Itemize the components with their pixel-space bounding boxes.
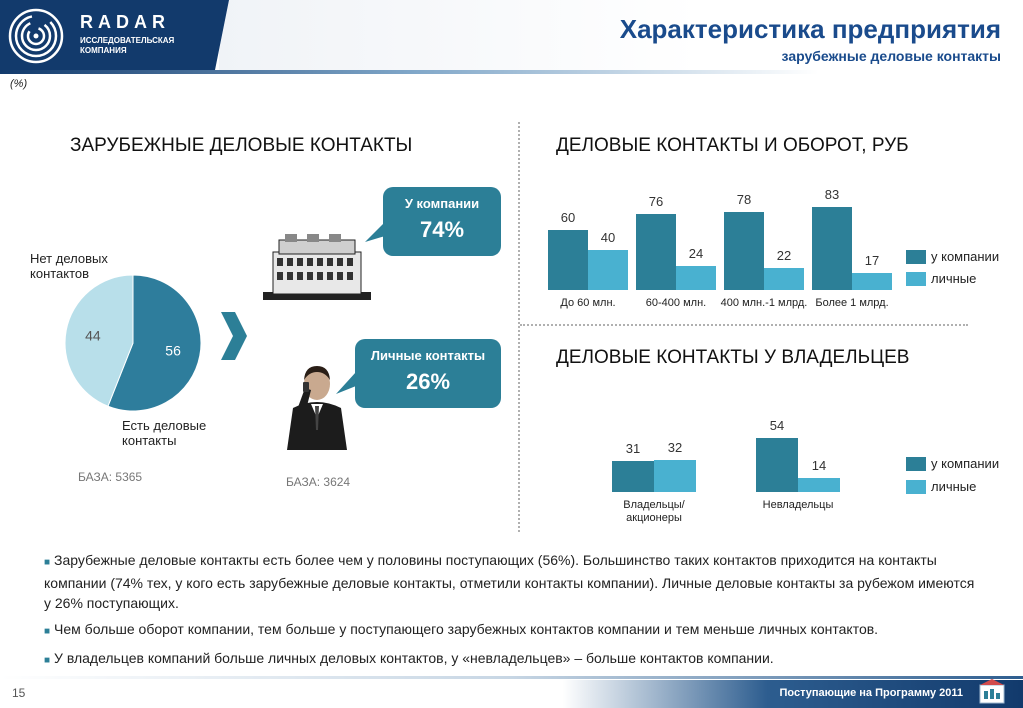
header-divider [0,70,1023,74]
yes-contacts-label-line-1: Есть деловые [122,418,207,433]
footer-text: Поступающие на Программу 2011 [779,687,964,699]
bullet-item: ■ У владельцев компаний больше личных дел… [44,648,984,671]
summary-bullets: ■ Зарубежные деловые контакты есть более … [44,550,984,677]
logo: RADAR ИССЛЕДОВАТЕЛЬСКАЯ КОМПАНИЯ [0,0,229,70]
page-subtitle: зарубежные деловые контакты [781,48,1001,64]
legend-company-label-2: у компании [931,456,1000,471]
legend-company-swatch [906,250,926,264]
category-label: акционеры [626,512,682,524]
footer-bar [0,680,1023,708]
footer-logo-icon [979,679,1005,704]
no-contacts-label: Нет деловых контактов [30,251,108,281]
bar [676,266,716,290]
owners-section-title: ДЕЛОВЫЕ КОНТАКТЫ У ВЛАДЕЛЬЦЕВ [556,347,910,368]
bar [764,268,804,290]
yes-contacts-label: Есть деловые контакты [122,418,206,448]
bullet-square-icon: ■ [44,557,51,568]
pie-slice [64,274,134,407]
legend-personal-swatch-2 [906,480,926,494]
legend-company-swatch-2 [906,457,926,471]
bubble-tail-icon [336,372,356,394]
pie-slice [107,274,202,412]
legend-personal-label-2: личные [931,479,977,494]
pie-slice-label: 56 [165,343,181,359]
bar-value-label: 54 [770,418,784,433]
company-contacts-bubble: У компании 74% [383,187,501,256]
category-label: 60-400 млн. [646,297,706,309]
pie-chart: 56 44 [64,274,202,412]
bar-value-label: 17 [865,253,879,268]
bullet-text: У владельцев компаний больше личных дело… [54,650,774,666]
category-label: До 60 млн. [560,297,615,309]
legend-personal-swatch [906,272,926,286]
left-section-title: ЗАРУБЕЖНЫЕ ДЕЛОВЫЕ КОНТАКТЫ [70,135,413,156]
pie-slice-label: 44 [85,327,101,343]
logo-subtitle-line-2: КОМПАНИЯ [80,46,127,55]
header-band [215,0,1023,70]
bar-value-label: 31 [626,441,640,456]
chevron-right-icon [221,312,247,360]
logo-subtitle: ИССЛЕДОВАТЕЛЬСКАЯ КОМПАНИЯ [80,36,174,56]
yes-contacts-label-line-2: контакты [122,433,177,448]
bar [812,207,852,290]
owners-bar-chart: 31 32 Владельцы/акционеры 54 14 Невладельцы [612,418,840,524]
bar-value-label: 60 [561,210,575,225]
bullet-square-icon: ■ [44,655,51,666]
bullet-text: Зарубежные деловые контакты есть более ч… [44,552,975,611]
personal-contacts-value: 26% [405,369,451,394]
bar-value-label: 24 [689,246,703,261]
category-label: 400 млн.-1 млрд. [721,297,808,309]
turnover-bar-chart: 60 40 До 60 млн. 76 24 60-400 млн. 78 22 400 млн… [548,187,892,309]
bar [654,460,696,492]
bar-value-label: 22 [777,248,791,263]
bar-value-label: 40 [601,230,615,245]
bar [724,212,764,290]
logo-subtitle-line-1: ИССЛЕДОВАТЕЛЬСКАЯ [80,36,175,45]
footer-divider [0,676,1023,679]
building-icon [263,234,371,300]
bullet-square-icon: ■ [44,626,51,637]
base-count: БАЗА: 5365 [78,470,143,484]
bullet-item: ■ Зарубежные деловые контакты есть более … [44,550,984,613]
bar-value-label: 83 [825,187,839,202]
bar-value-label: 14 [812,458,826,473]
bullet-item: ■ Чем больше оборот компании, тем больше … [44,619,984,642]
personal-contacts-label: Личные контакты [370,348,486,363]
no-contacts-label-line-2: контактов [30,266,90,281]
bar [852,273,892,290]
category-label: Более 1 млрд. [815,297,888,309]
horizontal-divider [520,324,968,326]
bar [798,478,840,492]
personal-contacts-bubble: Личные контакты 26% [355,339,501,408]
percent-note: (%) [10,78,28,90]
page-title: Характеристика предприятия [619,14,1001,44]
category-label: Невладельцы [763,499,834,511]
company-contacts-value: 74% [419,217,465,242]
bar [548,230,588,290]
bar-value-label: 78 [737,192,751,207]
businessman-icon [287,366,347,450]
bubble-tail-icon [365,222,385,242]
radar-logo-icon [8,8,64,64]
base-count-2: БАЗА: 3624 [286,475,351,489]
legend-personal-label: личные [931,271,977,286]
no-contacts-label-line-1: Нет деловых [30,251,108,266]
logo-name: RADAR [80,12,170,32]
bar [636,214,676,290]
bar [756,438,798,492]
turnover-section-title: ДЕЛОВЫЕ КОНТАКТЫ И ОБОРОТ, РУБ [556,135,909,156]
page-number: 15 [12,686,26,700]
bar-value-label: 32 [668,440,682,455]
company-contacts-label: У компании [404,196,480,211]
bar [588,250,628,290]
category-label: Владельцы/ [623,499,685,511]
bar [612,461,654,492]
vertical-divider [518,122,520,532]
legend-company-label: у компании [931,249,1000,264]
bar-value-label: 76 [649,194,663,209]
bullet-text: Чем больше оборот компании, тем больше у… [54,621,879,637]
